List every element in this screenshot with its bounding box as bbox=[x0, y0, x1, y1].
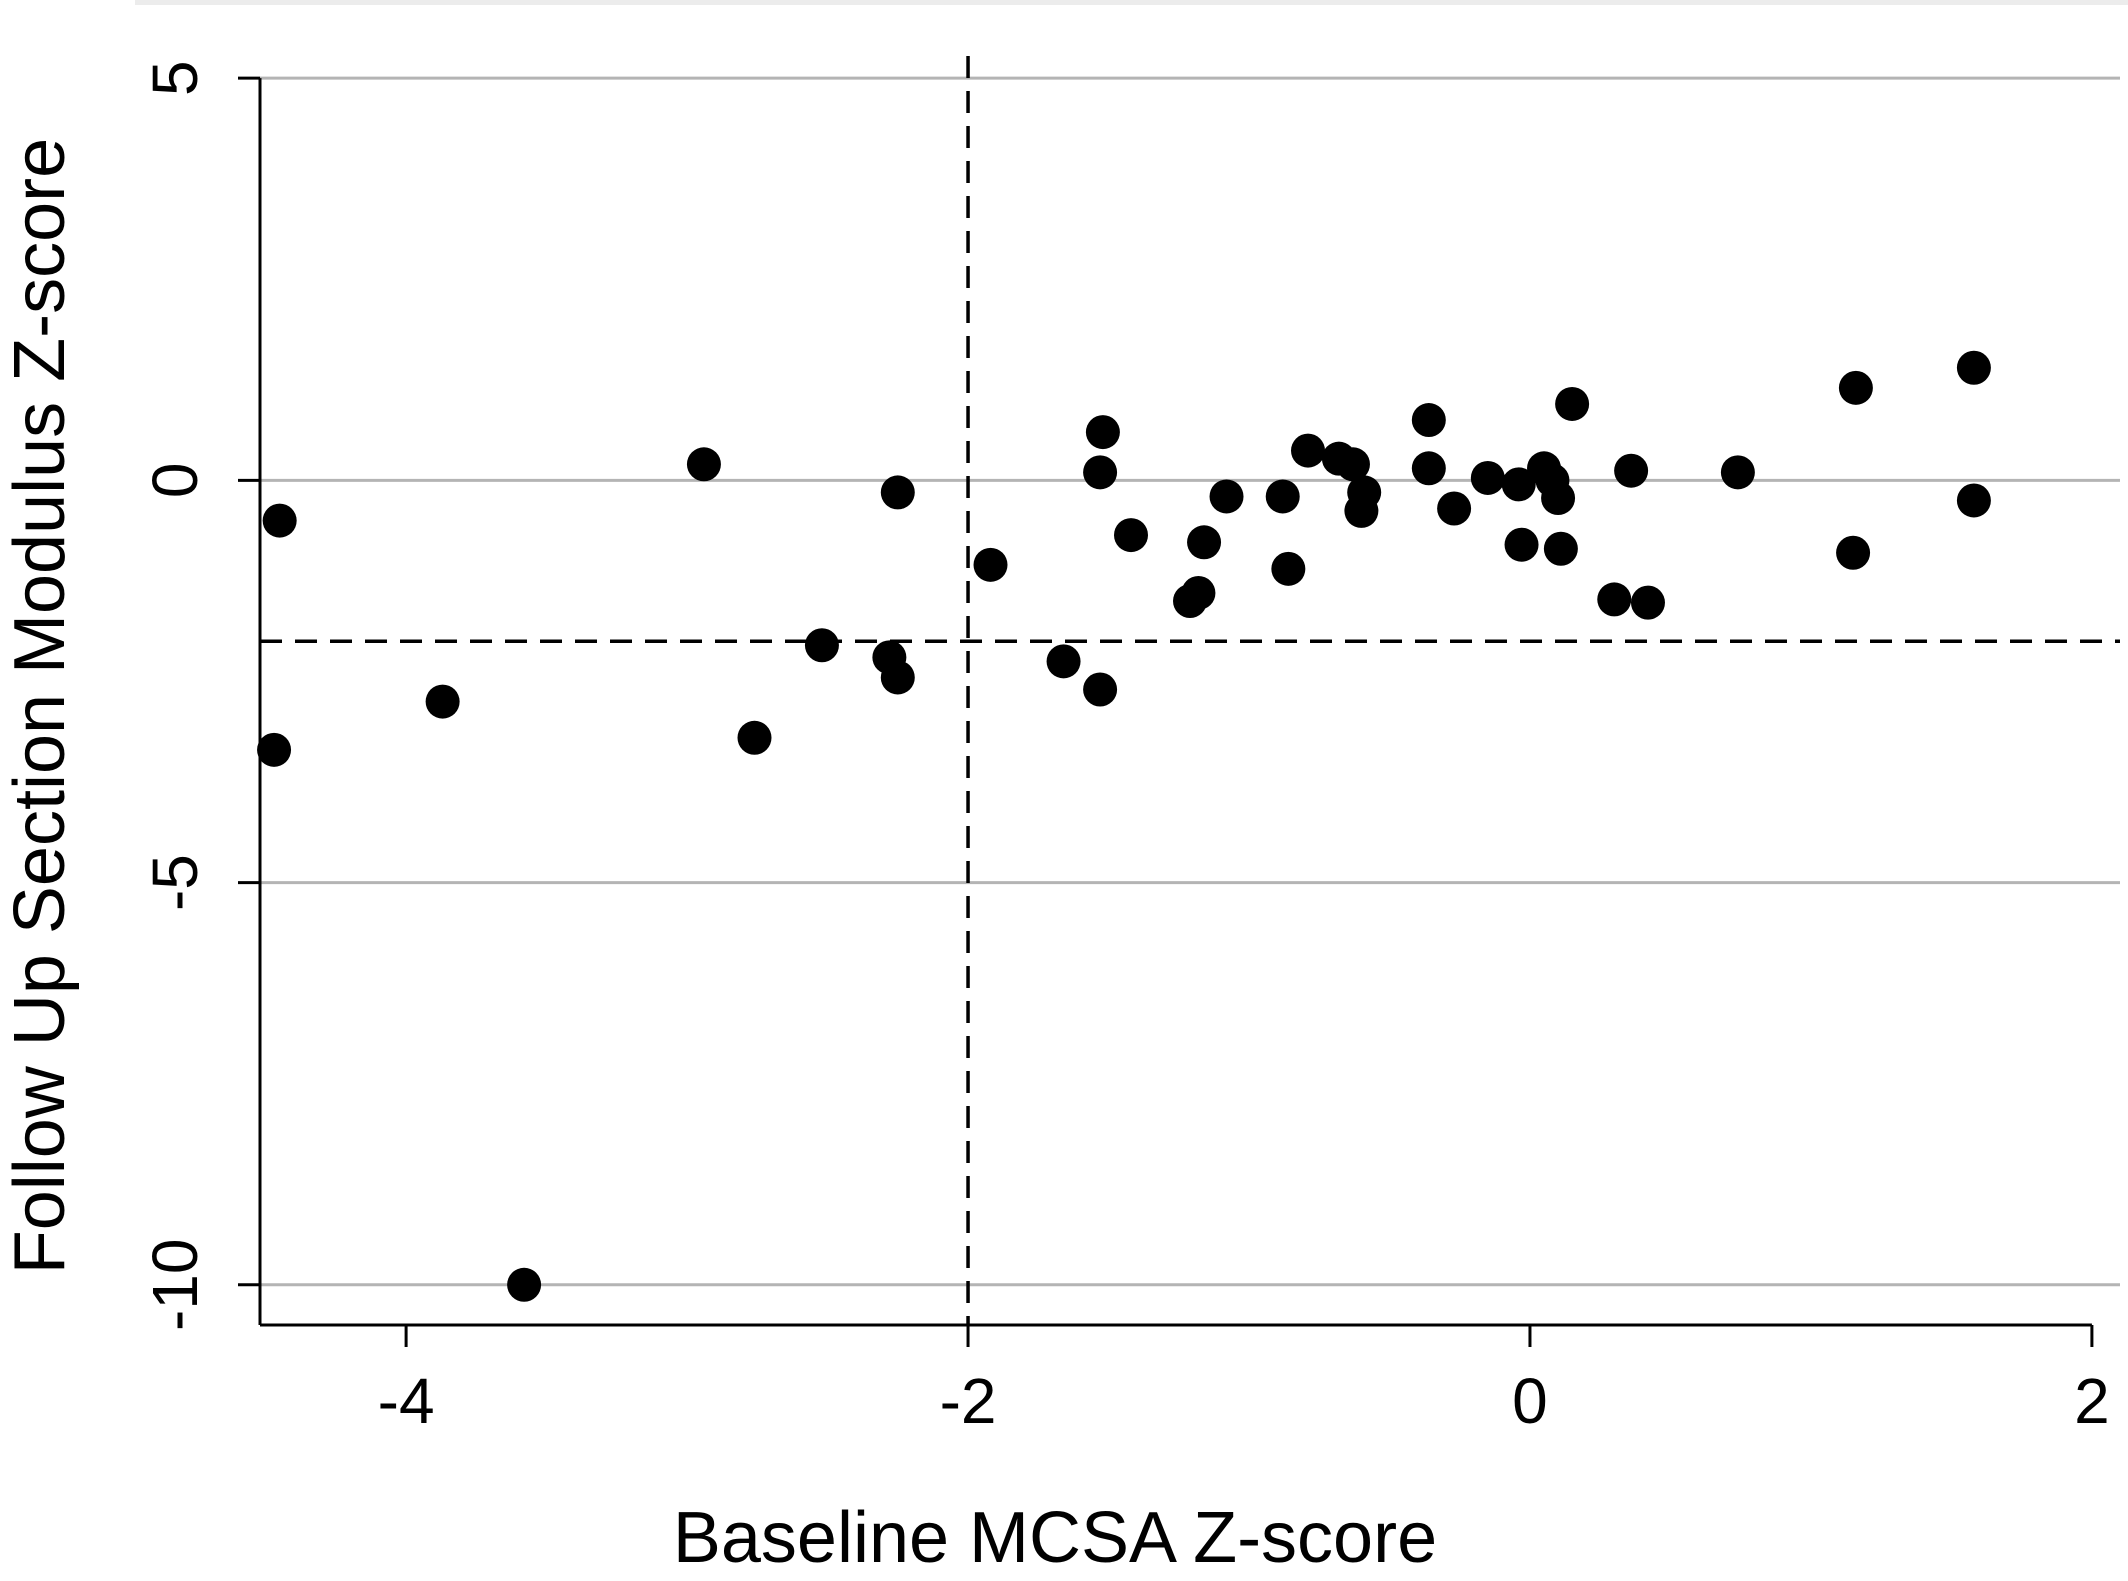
data-point bbox=[1956, 350, 1991, 385]
data-point bbox=[1501, 467, 1536, 502]
data-point bbox=[880, 475, 915, 510]
data-point bbox=[1083, 455, 1118, 490]
data-point bbox=[1113, 518, 1148, 553]
x-tick-label: -2 bbox=[940, 1365, 997, 1437]
data-point bbox=[880, 660, 915, 695]
y-tick-label: -5 bbox=[139, 854, 211, 911]
data-point bbox=[1541, 481, 1576, 516]
reference-lines bbox=[260, 56, 2120, 1325]
data-point bbox=[973, 547, 1008, 582]
top-rule bbox=[135, 0, 2128, 5]
data-point bbox=[1046, 644, 1081, 679]
y-tick-label: -10 bbox=[139, 1239, 211, 1332]
data-point bbox=[1630, 585, 1665, 620]
data-point bbox=[1181, 575, 1216, 610]
data-point bbox=[1085, 415, 1120, 450]
data-point bbox=[1265, 479, 1300, 514]
data-point bbox=[1344, 493, 1379, 528]
data-point bbox=[1504, 527, 1539, 562]
data-point bbox=[1836, 535, 1871, 570]
data-point bbox=[425, 684, 460, 719]
data-point bbox=[1543, 531, 1578, 566]
y-tick-label: 5 bbox=[139, 60, 211, 96]
x-axis-title: Baseline MCSA Z-score bbox=[673, 1498, 1437, 1576]
data-point bbox=[1411, 451, 1446, 486]
data-point bbox=[257, 732, 292, 767]
data-point bbox=[1411, 403, 1446, 438]
data-point bbox=[1209, 479, 1244, 514]
data-point bbox=[1597, 582, 1632, 617]
data-point bbox=[804, 628, 839, 663]
data-point bbox=[1271, 551, 1306, 586]
data-point bbox=[686, 447, 721, 482]
data-point bbox=[1291, 433, 1326, 468]
y-tick-label: 0 bbox=[139, 463, 211, 499]
data-point bbox=[1555, 386, 1590, 421]
data-point bbox=[507, 1267, 542, 1302]
x-tick-label: 0 bbox=[1512, 1365, 1548, 1437]
data-point bbox=[262, 503, 297, 538]
data-point bbox=[1720, 455, 1755, 490]
tick-labels: -4 -2 0 2 -10 -5 0 5 bbox=[139, 60, 2110, 1437]
data-point bbox=[1083, 672, 1118, 707]
y-axis-title: Follow Up Section Modulus Z-score bbox=[0, 138, 80, 1274]
data-point bbox=[737, 720, 772, 755]
data-point bbox=[1838, 370, 1873, 405]
data-point bbox=[1335, 447, 1370, 482]
data-point bbox=[1614, 453, 1649, 488]
grid-lines bbox=[260, 76, 2120, 1287]
data-point bbox=[1437, 491, 1472, 526]
data-point bbox=[1956, 483, 1991, 518]
axes bbox=[238, 76, 2094, 1347]
data-point bbox=[1187, 525, 1222, 560]
x-tick-label: 2 bbox=[2074, 1365, 2110, 1437]
data-points bbox=[257, 350, 1991, 1302]
data-point bbox=[1470, 460, 1505, 495]
x-tick-label: -4 bbox=[378, 1365, 435, 1437]
